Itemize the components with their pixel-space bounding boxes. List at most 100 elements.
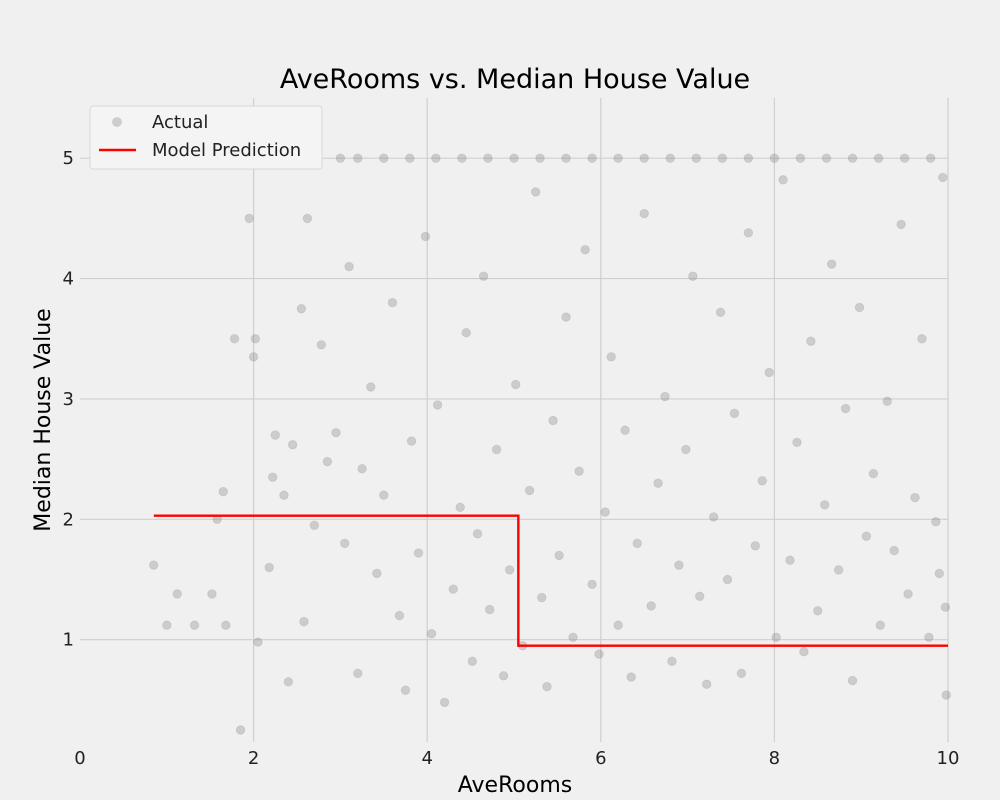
scatter-point xyxy=(743,228,754,238)
y-tick-label: 4 xyxy=(63,269,74,290)
scatter-point xyxy=(250,334,261,344)
scatter-point xyxy=(420,231,431,242)
scatter-point xyxy=(833,565,844,575)
scatter-point xyxy=(847,675,858,686)
scatter-point xyxy=(626,672,636,682)
scatter-point xyxy=(218,486,228,497)
x-tick-label: 6 xyxy=(595,748,606,769)
scatter-point xyxy=(938,172,948,183)
scatter-point xyxy=(750,541,761,551)
scatter-point xyxy=(882,396,892,407)
scatter-point xyxy=(778,175,788,185)
scatter-point xyxy=(613,153,623,163)
scatter-point xyxy=(757,476,767,486)
scatter-point xyxy=(406,436,417,446)
scatter-point xyxy=(653,478,663,488)
x-axis-label: AveRooms xyxy=(458,773,572,798)
grid-layer xyxy=(80,98,949,742)
scatter-point xyxy=(910,492,920,503)
scatter-point xyxy=(542,681,552,692)
scatter-point xyxy=(172,589,182,599)
scatter-point xyxy=(639,208,649,219)
scatter-point xyxy=(847,153,858,163)
scatter-point xyxy=(771,632,781,642)
scatter-point xyxy=(455,502,465,512)
scatter-point xyxy=(366,382,376,392)
scatter-point xyxy=(620,425,630,435)
scatter-point xyxy=(353,153,363,163)
scatter-point xyxy=(472,529,483,539)
scatter-point xyxy=(322,456,333,467)
model-prediction-line xyxy=(153,514,948,647)
scatter-point xyxy=(799,647,809,657)
scatter-point xyxy=(875,620,885,630)
scatter-point xyxy=(821,153,832,163)
scatter-point xyxy=(524,485,535,496)
y-tick-label: 1 xyxy=(63,630,74,651)
scatter-point xyxy=(221,620,231,630)
scatter-point xyxy=(387,297,398,308)
scatter-point xyxy=(708,512,719,522)
scatter-point xyxy=(899,153,910,163)
scatter-point xyxy=(665,153,675,163)
legend: Actual Model Prediction xyxy=(89,105,323,170)
scatter-point xyxy=(568,632,578,642)
scatter-point xyxy=(235,725,246,735)
scatter-point xyxy=(484,604,495,615)
scatter-point xyxy=(531,187,541,197)
scatter-point xyxy=(432,400,443,410)
y-tick-label: 2 xyxy=(63,509,74,530)
scatter-point xyxy=(795,153,806,163)
scatter-point xyxy=(426,628,437,639)
scatter-point xyxy=(283,677,294,687)
scatter-point xyxy=(413,548,424,558)
scatter-point xyxy=(632,538,642,549)
scatter-point xyxy=(279,490,289,500)
scatter-point xyxy=(162,620,172,630)
scatter-point xyxy=(302,213,313,224)
scatter-point xyxy=(691,153,701,163)
legend-box xyxy=(89,105,323,170)
scatter-point xyxy=(504,565,515,575)
legend-actual-label: Actual xyxy=(152,112,208,133)
scatter-point xyxy=(934,568,945,579)
chart-title: AveRooms vs. Median House Value xyxy=(280,64,750,95)
points-layer xyxy=(149,153,951,735)
scatter-point xyxy=(840,403,851,414)
legend-model-label: Model Prediction xyxy=(152,140,301,161)
scatter-point xyxy=(594,649,604,659)
scatter-point xyxy=(940,602,951,612)
scatter-point xyxy=(561,312,571,322)
scatter-point xyxy=(189,620,200,630)
scatter-point xyxy=(316,340,327,350)
scatter-point xyxy=(701,679,712,689)
x-tick-label: 8 xyxy=(769,748,780,769)
scatter-point xyxy=(405,153,415,163)
scatter-point xyxy=(561,153,571,163)
scatter-point xyxy=(483,153,493,163)
scatter-point xyxy=(715,307,726,317)
scatter-point xyxy=(681,444,691,455)
scatter-point xyxy=(722,574,733,585)
scatter-point xyxy=(639,153,649,163)
scatter-point xyxy=(335,153,346,163)
scatter-point xyxy=(674,560,684,570)
scatter-point xyxy=(813,606,823,616)
scatter-point xyxy=(861,531,872,541)
scatter-point xyxy=(806,336,816,346)
scatter-point xyxy=(667,656,677,667)
scatter-point xyxy=(854,302,865,313)
scatter-point xyxy=(903,589,913,599)
scatter-point xyxy=(267,472,278,482)
scatter-point xyxy=(931,517,941,527)
scatter-point xyxy=(792,437,802,447)
prediction-layer xyxy=(153,514,948,647)
scatter-point xyxy=(372,568,382,579)
scatter-point xyxy=(717,153,728,163)
scatter-point xyxy=(554,550,564,561)
scatter-point xyxy=(248,352,259,362)
scatter-point xyxy=(580,244,590,255)
scatter-point xyxy=(613,620,623,630)
